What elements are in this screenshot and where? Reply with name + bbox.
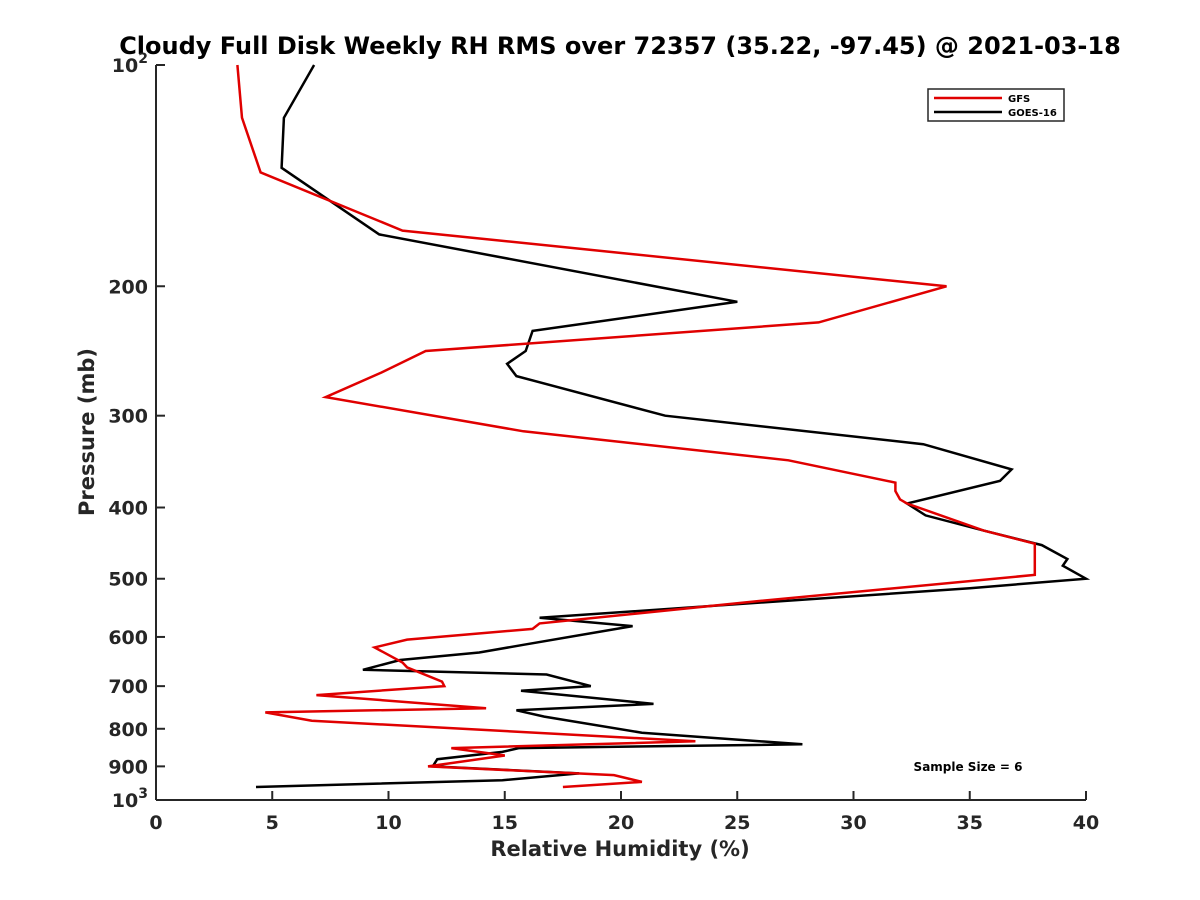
x-tick-label: 35 [957,812,983,834]
x-tick-label: 40 [1073,812,1099,834]
y-tick-label: 500 [108,569,148,591]
x-tick-label: 30 [840,812,866,834]
legend-entry-goes-16: GOES-16 [1008,108,1057,119]
x-axis-label: Relative Humidity (%) [490,837,749,861]
y-tick-label: 700 [108,676,148,698]
axis-ticks: 0 5 10 15 20 25 30 35 40 102 200 300 400 500 600 700 800… [108,51,1099,834]
series-line-gfs [236,64,1037,789]
y-axis-label: Pressure (mb) [75,348,99,516]
y-tick-label: 200 [108,276,148,298]
x-tick-label: 20 [608,812,634,834]
y-tick-label: 400 [108,498,148,520]
plot-area [155,65,1086,801]
series-line-goes-16 [255,64,1091,789]
x-tick-label: 25 [724,812,750,834]
legend-entry-gfs: GFS [1008,94,1030,105]
series-lines [236,64,1091,789]
y-tick-label: 900 [108,756,148,778]
y-tick-label: 800 [108,719,148,741]
legend: GFS GOES-16 [927,88,1065,122]
legend-box [927,88,1065,122]
x-tick-label: 5 [266,812,279,834]
y-tick-label: 600 [108,627,148,649]
y-tick-label: 102 [112,51,148,77]
sample-size-annotation: Sample Size = 6 [914,760,1023,774]
x-tick-label: 10 [375,812,401,834]
chart-title: Cloudy Full Disk Weekly RH RMS over 7235… [119,32,1121,60]
y-tick-label: 300 [108,406,148,428]
y-tick-label: 103 [112,786,148,812]
x-tick-label: 15 [492,812,518,834]
x-tick-label: 0 [149,812,162,834]
